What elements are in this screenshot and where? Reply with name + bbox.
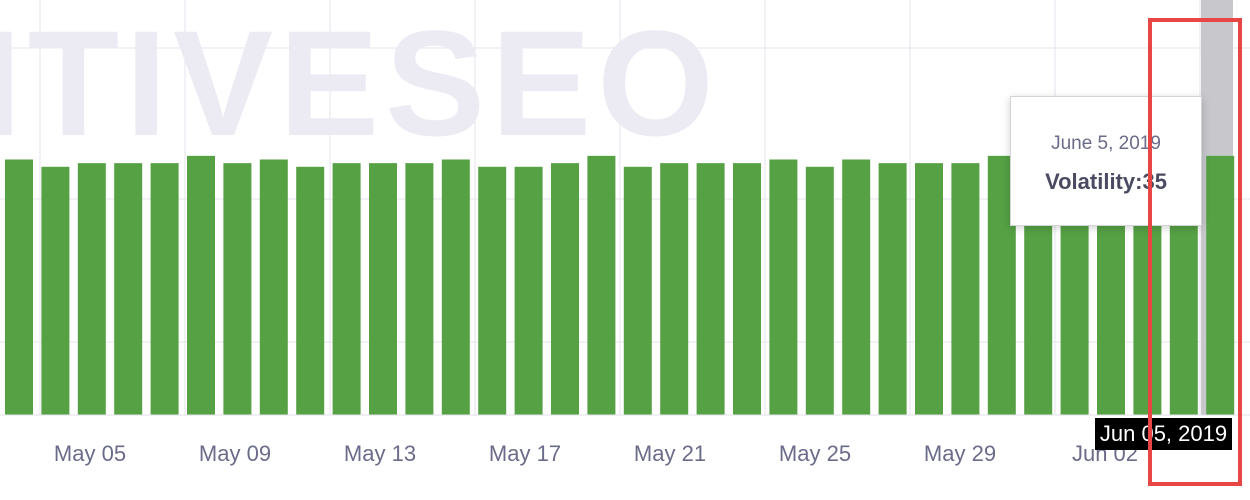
bar[interactable] [114, 163, 143, 415]
bar[interactable] [41, 166, 70, 415]
x-tick-label: May 09 [199, 441, 271, 466]
highlight-annotation-box [1148, 18, 1242, 486]
bar[interactable] [842, 159, 871, 416]
x-tick-label: May 29 [924, 441, 996, 466]
bar[interactable] [769, 159, 798, 416]
tooltip-label: Volatility: [1045, 169, 1143, 194]
x-tick-label: May 05 [54, 441, 126, 466]
tooltip-value-line: Volatility:35 [1011, 169, 1201, 195]
bar[interactable] [551, 163, 579, 415]
tooltip-date: June 5, 2019 [1051, 133, 1161, 154]
bar[interactable] [405, 163, 434, 415]
x-tick-label: May 25 [779, 441, 851, 466]
bar[interactable] [878, 163, 907, 415]
bar[interactable] [951, 163, 980, 415]
bar[interactable] [369, 163, 397, 415]
bar[interactable] [77, 163, 106, 415]
bar[interactable] [296, 166, 325, 415]
bar[interactable] [915, 163, 943, 415]
bar[interactable] [1206, 155, 1235, 415]
watermark-text: ITIVESEO [0, 0, 720, 167]
bar[interactable] [587, 155, 616, 415]
bar[interactable] [660, 163, 689, 415]
bar[interactable] [150, 163, 179, 415]
bar[interactable] [623, 166, 652, 415]
x-tick-label: May 21 [634, 441, 706, 466]
bar[interactable] [696, 163, 725, 415]
bar[interactable] [187, 155, 215, 415]
bar[interactable] [259, 159, 288, 416]
bar[interactable] [5, 159, 33, 416]
x-tick-labels: May 05 May 09 May 13 May 17 May 21 May 25 May … [54, 441, 1138, 466]
bar[interactable] [514, 166, 543, 415]
bar[interactable] [223, 163, 252, 415]
bar[interactable] [332, 163, 361, 415]
tooltip: June 5, 2019 Volatility:35 [1010, 96, 1202, 226]
bar[interactable] [733, 163, 761, 415]
bar[interactable] [478, 166, 507, 415]
bar[interactable] [805, 166, 834, 415]
bar[interactable] [441, 159, 470, 416]
x-tick-label: May 13 [344, 441, 416, 466]
tooltip-value: 35 [1142, 169, 1167, 194]
crosshair-date-label: Jun 05, 2019 [1095, 418, 1232, 450]
x-tick-label: May 17 [489, 441, 561, 466]
